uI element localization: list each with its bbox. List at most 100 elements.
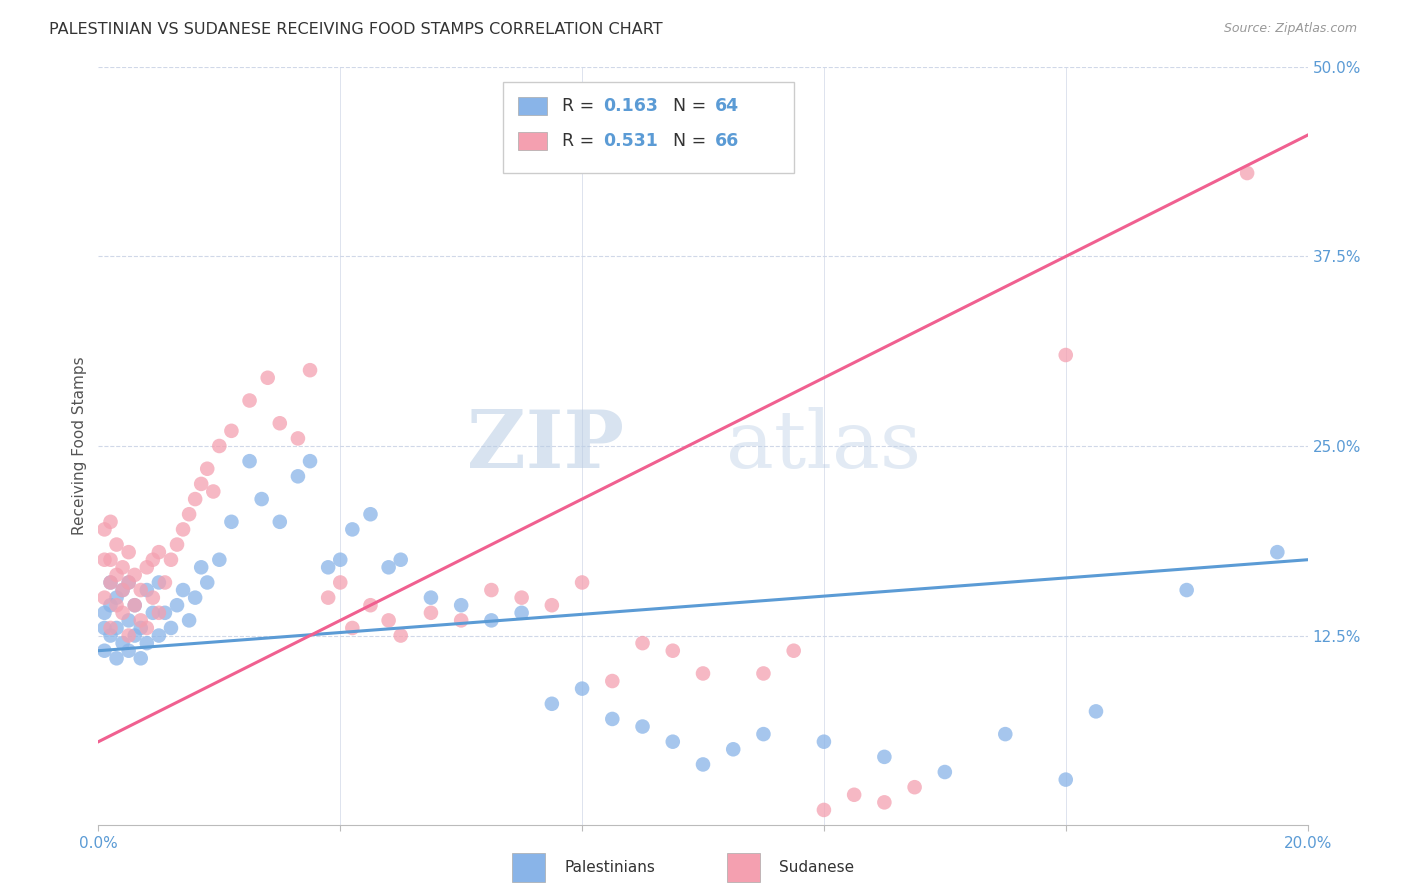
Point	[661, 735, 683, 749]
Point	[360, 507, 382, 521]
Point	[752, 666, 775, 681]
Point	[93, 522, 115, 536]
Point	[184, 591, 207, 605]
Point	[692, 757, 714, 772]
Point	[93, 552, 115, 567]
Point	[105, 621, 128, 635]
Point	[316, 591, 339, 605]
Point	[124, 599, 146, 613]
Point	[111, 583, 134, 598]
Point	[129, 651, 152, 665]
Point	[377, 614, 399, 628]
Point	[450, 614, 472, 628]
Point	[160, 552, 183, 567]
Point	[510, 591, 533, 605]
Point	[148, 606, 170, 620]
Point	[540, 697, 562, 711]
Point	[208, 552, 231, 567]
Point	[602, 712, 624, 726]
Text: N =: N =	[673, 97, 711, 115]
Text: R =: R =	[561, 132, 599, 150]
Point	[135, 621, 157, 635]
Point	[540, 599, 562, 613]
Point	[100, 575, 122, 590]
Point	[166, 599, 188, 613]
Point	[166, 537, 188, 551]
Point	[202, 484, 225, 499]
Point	[256, 371, 278, 385]
Point	[360, 599, 382, 613]
Text: 64: 64	[716, 97, 740, 115]
Point	[287, 432, 309, 446]
Point	[105, 599, 128, 613]
Point	[111, 560, 134, 574]
Point	[172, 522, 194, 536]
Text: Palestinians: Palestinians	[564, 860, 655, 875]
Point	[118, 628, 141, 642]
Y-axis label: Receiving Food Stamps: Receiving Food Stamps	[72, 357, 87, 535]
Point	[602, 674, 624, 689]
Text: atlas: atlas	[727, 407, 921, 485]
Point	[118, 644, 141, 658]
Point	[994, 727, 1017, 741]
Point	[142, 552, 165, 567]
Point	[118, 545, 141, 559]
Point	[481, 583, 503, 598]
Point	[752, 727, 775, 741]
Point	[299, 454, 322, 468]
Point	[105, 651, 128, 665]
Point	[342, 621, 364, 635]
Text: N =: N =	[673, 132, 711, 150]
Point	[1054, 348, 1077, 362]
Point	[100, 575, 122, 590]
Point	[316, 560, 339, 574]
Point	[100, 515, 122, 529]
Point	[142, 606, 165, 620]
Point	[571, 575, 593, 590]
Point	[111, 606, 134, 620]
Point	[389, 628, 412, 642]
Point	[661, 644, 683, 658]
Point	[239, 454, 262, 468]
Point	[172, 583, 194, 598]
Point	[93, 606, 115, 620]
Point	[221, 424, 243, 438]
Point	[105, 537, 128, 551]
Text: PALESTINIAN VS SUDANESE RECEIVING FOOD STAMPS CORRELATION CHART: PALESTINIAN VS SUDANESE RECEIVING FOOD S…	[49, 22, 662, 37]
Point	[934, 765, 956, 780]
Point	[510, 606, 533, 620]
Point	[269, 515, 291, 529]
Point	[692, 666, 714, 681]
Point	[111, 583, 134, 598]
Text: R =: R =	[561, 97, 599, 115]
Point	[329, 575, 352, 590]
Point	[221, 515, 243, 529]
Point	[481, 614, 503, 628]
Point	[420, 606, 443, 620]
Point	[813, 803, 835, 817]
Point	[269, 416, 291, 430]
Point	[844, 788, 866, 802]
Point	[160, 621, 183, 635]
Bar	[512, 854, 546, 881]
Point	[105, 568, 128, 582]
Point	[179, 614, 201, 628]
Point	[135, 583, 157, 598]
Point	[153, 606, 176, 620]
Point	[93, 644, 115, 658]
Bar	[503, 82, 793, 173]
Point	[389, 552, 412, 567]
Bar	[517, 97, 547, 115]
Point	[723, 742, 745, 756]
Point	[148, 575, 170, 590]
Point	[190, 476, 212, 491]
Text: 0.163: 0.163	[603, 97, 658, 115]
Point	[111, 636, 134, 650]
Point	[190, 560, 212, 574]
Point	[148, 628, 170, 642]
Point	[100, 552, 122, 567]
Point	[250, 492, 273, 507]
Point	[1085, 705, 1108, 719]
Point	[105, 591, 128, 605]
Point	[129, 583, 152, 598]
